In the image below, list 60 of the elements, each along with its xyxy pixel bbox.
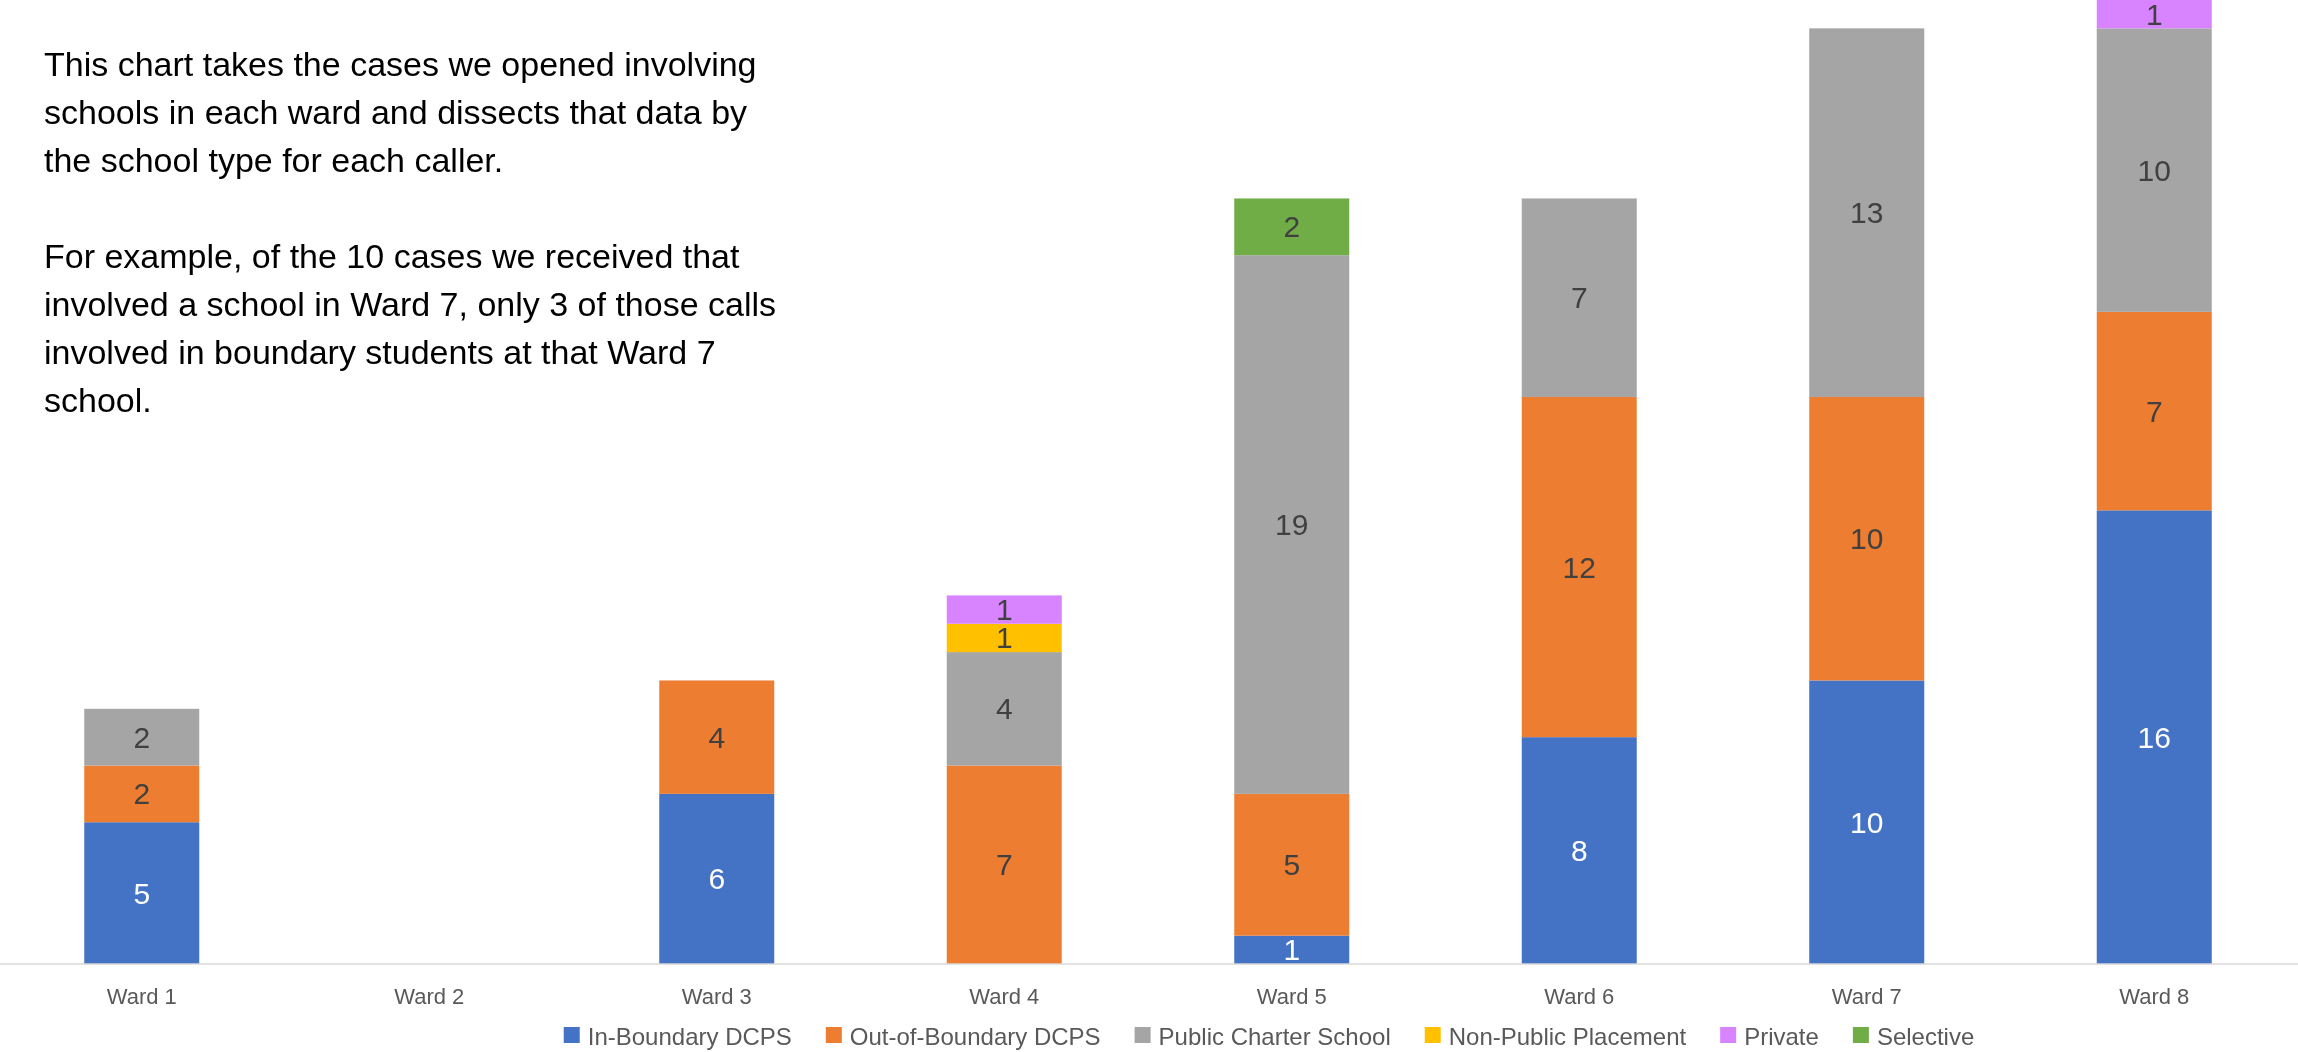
data-label: 5 <box>1283 848 1301 882</box>
bar <box>2096 510 2212 964</box>
bar <box>946 765 1062 964</box>
data-label: 2 <box>1283 210 1301 244</box>
bar <box>1234 198 1350 256</box>
x-tick-label: Ward 3 <box>681 984 752 1009</box>
bar <box>946 595 1062 624</box>
data-label: 19 <box>1275 508 1309 542</box>
data-label: 12 <box>1562 550 1596 584</box>
legend-label: Private <box>1744 1022 1819 1050</box>
x-tick-label: Ward 6 <box>1544 984 1615 1009</box>
data-label: 7 <box>2145 394 2163 428</box>
bar <box>1809 396 1925 681</box>
bar <box>1809 28 1925 397</box>
x-tick-label: Ward 4 <box>969 984 1040 1009</box>
bar <box>1234 935 1350 964</box>
bar <box>946 652 1062 766</box>
x-tick-label: Ward 2 <box>394 984 465 1009</box>
data-label: 6 <box>708 862 726 896</box>
legend-label: Out-of-Boundary DCPS <box>849 1022 1101 1050</box>
bar <box>1809 680 1925 964</box>
bar <box>1234 255 1350 794</box>
x-tick-label: Ward 7 <box>1831 984 1902 1009</box>
data-label: 10 <box>1850 805 1884 839</box>
bar <box>84 708 200 766</box>
bar <box>1234 793 1350 936</box>
bar <box>1521 737 1637 964</box>
data-label: 13 <box>1850 196 1884 230</box>
annotation: For example, of the 10 cases we received that involved a school in Ward 7, only 3 of those calls involved in boundary students at that Ward 7 school. <box>44 236 777 421</box>
data-label: 16 <box>2137 720 2171 754</box>
bar <box>659 793 775 964</box>
annotation: This chart takes the cases we opened involving schools in each ward and dissects that data by the school type for each caller. <box>44 44 758 181</box>
legend-label: Selective <box>1876 1022 1975 1050</box>
bar <box>2096 28 2212 312</box>
bar <box>84 822 200 964</box>
data-label: 4 <box>708 720 726 754</box>
data-label: 5 <box>133 876 151 910</box>
data-label: 1 <box>2145 0 2163 31</box>
data-label: 7 <box>1570 281 1588 315</box>
bar <box>1521 396 1637 738</box>
data-label: 10 <box>2137 153 2171 187</box>
bar <box>1521 198 1637 397</box>
legend-label: Public Charter School <box>1158 1022 1391 1050</box>
bar <box>659 680 775 794</box>
legend-label: In-Boundary DCPS <box>587 1022 792 1050</box>
data-label: 2 <box>133 777 151 811</box>
bar <box>946 623 1062 653</box>
data-label: 10 <box>1850 522 1884 556</box>
x-tick-label: Ward 1 <box>106 984 177 1009</box>
data-label: 4 <box>995 692 1013 726</box>
x-tick-label: Ward 8 <box>2119 984 2190 1009</box>
data-label: 2 <box>133 720 151 754</box>
data-label: 1 <box>1283 933 1301 967</box>
bar <box>2096 311 2212 511</box>
legend-label: Non-Public Placement <box>1448 1022 1687 1050</box>
data-label: 7 <box>995 848 1013 882</box>
x-tick-label: Ward 5 <box>1256 984 1327 1009</box>
bar <box>2096 0 2212 29</box>
bar <box>84 765 200 823</box>
data-label: 8 <box>1570 834 1588 868</box>
